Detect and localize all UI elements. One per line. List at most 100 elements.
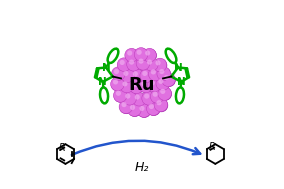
Circle shape (137, 104, 151, 118)
Circle shape (123, 71, 128, 76)
Circle shape (128, 103, 141, 116)
Circle shape (162, 73, 176, 87)
Circle shape (114, 69, 119, 74)
Circle shape (139, 79, 153, 93)
Circle shape (132, 92, 146, 106)
Circle shape (147, 60, 152, 65)
Text: N: N (177, 77, 185, 87)
Circle shape (130, 105, 135, 110)
Circle shape (130, 69, 144, 83)
Circle shape (141, 81, 147, 86)
Circle shape (116, 91, 121, 96)
Circle shape (121, 69, 135, 83)
Circle shape (137, 50, 142, 55)
Circle shape (159, 69, 164, 74)
Circle shape (153, 92, 158, 97)
Circle shape (133, 93, 147, 106)
Circle shape (157, 67, 171, 81)
Circle shape (142, 91, 155, 105)
Circle shape (121, 69, 135, 82)
Text: N: N (102, 63, 110, 73)
Circle shape (120, 80, 134, 93)
Circle shape (127, 50, 132, 56)
Circle shape (153, 59, 167, 72)
Circle shape (119, 100, 133, 114)
Circle shape (139, 80, 153, 93)
Circle shape (156, 77, 170, 90)
Circle shape (114, 89, 128, 103)
Circle shape (111, 77, 124, 91)
Text: N: N (99, 77, 107, 87)
Circle shape (162, 73, 175, 87)
Circle shape (149, 67, 162, 81)
Text: H₂: H₂ (135, 161, 149, 174)
Circle shape (164, 75, 169, 80)
Circle shape (123, 92, 137, 105)
Circle shape (114, 89, 127, 102)
Circle shape (120, 60, 125, 65)
Circle shape (145, 58, 159, 71)
Circle shape (160, 89, 165, 94)
Circle shape (128, 103, 142, 117)
Text: N: N (174, 63, 182, 73)
Circle shape (112, 67, 125, 81)
Circle shape (122, 81, 128, 86)
Circle shape (153, 58, 167, 72)
Circle shape (158, 87, 172, 101)
Text: Ru: Ru (129, 76, 155, 94)
Circle shape (145, 57, 158, 71)
Circle shape (140, 69, 154, 83)
Circle shape (143, 48, 156, 62)
Circle shape (145, 50, 150, 56)
Circle shape (158, 79, 164, 84)
Circle shape (140, 69, 154, 82)
FancyArrowPatch shape (72, 141, 200, 155)
Circle shape (147, 102, 160, 116)
Circle shape (147, 78, 161, 92)
Circle shape (130, 81, 144, 94)
Circle shape (120, 79, 134, 93)
Circle shape (122, 102, 127, 107)
Circle shape (143, 49, 157, 62)
Circle shape (125, 94, 130, 99)
Circle shape (134, 48, 148, 61)
Circle shape (131, 70, 145, 83)
Circle shape (154, 98, 168, 112)
Circle shape (151, 69, 156, 74)
Circle shape (158, 87, 172, 100)
Text: R: R (59, 143, 66, 153)
Circle shape (147, 102, 160, 115)
Circle shape (125, 48, 138, 62)
Circle shape (112, 67, 126, 81)
Circle shape (156, 77, 170, 91)
Circle shape (150, 90, 164, 103)
Circle shape (123, 91, 137, 105)
Circle shape (156, 100, 162, 105)
Circle shape (136, 57, 150, 70)
Circle shape (144, 94, 149, 99)
Circle shape (154, 98, 168, 112)
Circle shape (137, 104, 151, 117)
Circle shape (111, 78, 125, 91)
Circle shape (155, 60, 161, 65)
Circle shape (118, 58, 131, 72)
Circle shape (149, 104, 154, 109)
Circle shape (136, 57, 150, 70)
Circle shape (148, 79, 162, 92)
Circle shape (125, 49, 139, 62)
Circle shape (157, 67, 170, 81)
Circle shape (142, 71, 147, 76)
Circle shape (130, 80, 143, 94)
Circle shape (133, 71, 138, 76)
Circle shape (117, 58, 131, 71)
Circle shape (120, 100, 133, 114)
Circle shape (135, 48, 148, 62)
Circle shape (150, 80, 155, 85)
Circle shape (113, 79, 118, 84)
Circle shape (129, 60, 134, 65)
Circle shape (149, 68, 162, 81)
Circle shape (127, 57, 140, 71)
Circle shape (151, 90, 164, 104)
Circle shape (132, 82, 137, 87)
Circle shape (139, 59, 144, 64)
